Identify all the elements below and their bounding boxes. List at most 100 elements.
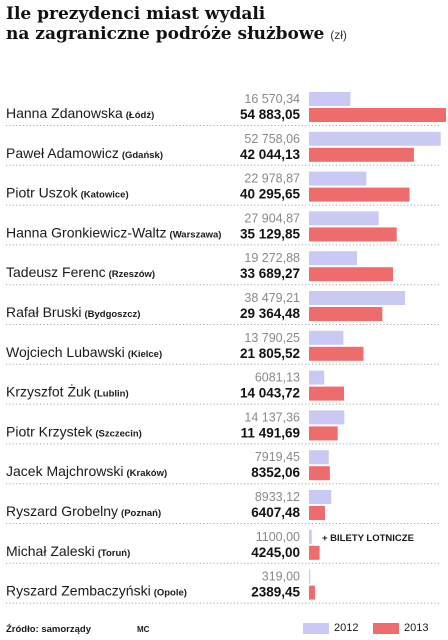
city-label: (Kielce): [128, 349, 162, 360]
city-label: (Opole): [154, 588, 187, 599]
value-label-2013: 6407,48: [251, 505, 300, 520]
city-label: (Katowice): [81, 190, 129, 201]
city-label: (Kraków): [126, 468, 167, 479]
value-label-2013: 35 129,85: [240, 226, 301, 241]
city-label: (Łódź): [126, 110, 155, 121]
bar-2012: [309, 370, 325, 385]
legend-label-2012: 2012: [334, 622, 359, 634]
bar-2013: [309, 426, 338, 441]
person-name-text: Rafał Bruski: [6, 304, 81, 320]
chart-title: Ile prezydenci miast wydali na zagranicz…: [6, 4, 436, 45]
value-label-2013: 54 883,05: [240, 107, 301, 122]
person-name: Hanna Zdanowska (Łódź): [6, 105, 154, 121]
person-name-text: Hanna Gronkiewicz-Waltz: [6, 224, 167, 240]
bar-2013: [309, 187, 410, 202]
person-name-text: Piotr Krzystek: [6, 423, 93, 439]
person-name: Tadeusz Ferenc (Rzeszów): [6, 264, 155, 280]
value-label-2012: 13 790,25: [244, 331, 300, 345]
person-name: Paweł Adamowicz (Gdańsk): [6, 145, 163, 161]
value-label-2012: 16 570,34: [244, 92, 300, 106]
person-name: Rafał Bruski (Bydgoszcz): [6, 304, 140, 320]
city-label: (Warszawa): [170, 229, 222, 240]
bar-2012: [309, 529, 312, 544]
bar-2013: [309, 346, 364, 361]
unit-label: (zł): [330, 28, 347, 42]
city-label: (Szczecin): [95, 428, 141, 439]
value-label-2013: 40 295,65: [240, 187, 301, 202]
person-name: Piotr Krzystek (Szczecin): [6, 423, 142, 439]
legend-item-2013: 2013: [373, 622, 428, 634]
city-label: (Lublin): [94, 389, 129, 400]
bar-2012: [309, 450, 329, 465]
value-label-2012: 8933,12: [255, 490, 300, 504]
bar-2012: [309, 410, 345, 425]
value-label-2012: 22 978,87: [244, 172, 300, 186]
value-label-2012: 7919,45: [255, 450, 300, 464]
value-label-2013: 14 043,72: [240, 386, 300, 401]
value-label-2013: 8352,06: [251, 465, 300, 480]
value-label-2012: 6081,13: [255, 371, 300, 385]
person-name-text: Paweł Adamowicz: [6, 145, 119, 161]
value-label-2013: 2389,45: [251, 585, 300, 600]
bar-2013: [309, 545, 320, 560]
value-label-2012: 1100,00: [256, 530, 300, 544]
legend-label-2013: 2013: [404, 622, 429, 634]
bar-2012: [309, 490, 332, 504]
bar-2012: [309, 131, 441, 146]
value-label-2013: 4245,00: [251, 545, 300, 560]
title-line-1: Ile prezydenci miast wydali: [6, 4, 266, 24]
source-label: Źródło: samorządy: [6, 624, 91, 635]
person-name: Jacek Majchrowski (Kraków): [6, 463, 167, 479]
person-name: Michał Zaleski (Toruń): [6, 543, 130, 559]
value-label-2012: 38 479,21: [244, 291, 300, 305]
city-label: (Gdańsk): [122, 150, 163, 161]
value-label-2012: 319,00: [262, 570, 300, 584]
person-name: Ryszard Zembaczyński (Opole): [6, 583, 187, 599]
legend-swatch-2013: [373, 622, 399, 634]
legend-item-2012: 2012: [303, 622, 358, 634]
person-name: Ryszard Grobelny (Poznań): [6, 503, 161, 519]
city-label: (Bydgoszcz): [84, 309, 140, 320]
value-label-2012: 27 904,87: [244, 211, 300, 225]
bar-2013: [309, 108, 446, 122]
person-name: Wojciech Lubawski (Kielce): [6, 344, 162, 360]
bar-2013: [309, 585, 315, 600]
bar-2012: [309, 211, 379, 226]
person-name-text: Michał Zaleski: [6, 543, 95, 559]
city-label: (Poznań): [121, 508, 161, 519]
value-label-2012: 14 137,36: [244, 410, 300, 424]
value-label-2012: 19 272,88: [244, 251, 300, 265]
person-name-text: Piotr Uszok: [6, 185, 79, 201]
person-name-text: Tadeusz Ferenc: [6, 264, 106, 280]
value-label-2013: 42 044,13: [240, 147, 301, 162]
bar-2013: [309, 307, 383, 321]
value-label-2013: 11 491,69: [241, 425, 300, 440]
bar-2013: [309, 227, 397, 242]
airfare-note: + BILETY LOTNICZE: [322, 533, 414, 544]
person-name: Hanna Gronkiewicz-Waltz (Warszawa): [6, 224, 221, 240]
bar-2012: [309, 291, 406, 305]
legend-swatch-2012: [303, 622, 329, 634]
value-label-2013: 21 805,52: [240, 346, 300, 361]
city-label: (Rzeszów): [109, 269, 155, 280]
bar-2012: [309, 569, 311, 584]
person-name-text: Hanna Zdanowska: [6, 105, 123, 121]
value-label-2013: 29 364,48: [240, 306, 301, 321]
bar-2012: [309, 251, 358, 266]
author-initials: MC: [137, 625, 150, 634]
person-name: Krzyszfot Żuk (Lublin): [6, 383, 129, 400]
person-name-text: Wojciech Lubawski: [6, 344, 125, 360]
person-name-text: Jacek Majchrowski: [6, 463, 123, 479]
title-line-2: na zagraniczne podróże służbowe: [6, 24, 325, 44]
bar-2012: [309, 171, 367, 186]
bar-2013: [309, 147, 414, 162]
bar-2013: [309, 506, 325, 520]
person-name-text: Ryszard Grobelny: [6, 503, 118, 519]
bar-2012: [309, 92, 351, 106]
value-label-2012: 52 758,06: [244, 132, 300, 146]
person-name-text: Krzyszfot Żuk: [6, 383, 92, 400]
city-label: (Toruń): [98, 548, 131, 559]
bar-2013: [309, 386, 345, 401]
